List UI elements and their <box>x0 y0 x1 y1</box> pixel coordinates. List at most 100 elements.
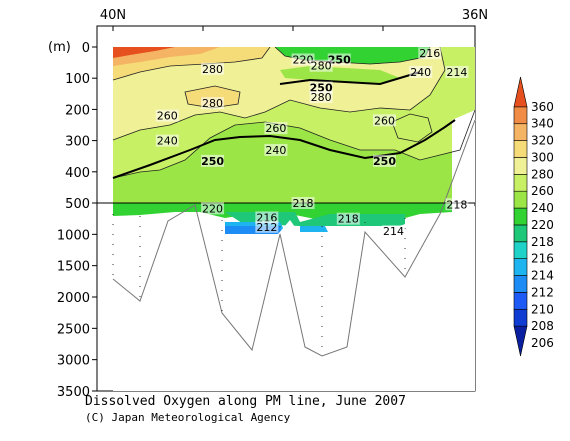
colorbar-segment <box>513 174 528 192</box>
colorbar-label: 206 <box>531 336 554 350</box>
colorbar: 206 208 210 212 214 216 218 220 240 260 280 300 320 3… <box>513 76 554 357</box>
contour-label: 218 <box>338 213 359 226</box>
y-tick-label: 1000 <box>57 228 90 243</box>
contour-label-bg <box>327 53 351 66</box>
contour-label-bg <box>445 198 469 211</box>
colorbar-label: 300 <box>531 150 554 164</box>
colorbar-label: 214 <box>531 269 554 283</box>
contour-label-bg <box>255 220 279 233</box>
colorbar-segment <box>513 275 528 293</box>
contour-label-bg <box>418 47 442 60</box>
colorbar-segment <box>513 292 528 310</box>
colorbar-segment <box>513 190 528 209</box>
colorbar-segment <box>513 308 528 327</box>
contour-label-bg <box>291 197 315 209</box>
colorbar-segment <box>513 325 528 357</box>
contour-label: 250 <box>328 53 351 66</box>
chart-title: Dissolved Oxygen along PM line, June 200… <box>85 394 406 409</box>
colorbar-label: 360 <box>531 100 554 114</box>
contour-label: 240 <box>410 66 431 79</box>
colorbar-segment <box>513 157 528 175</box>
colorbar-segment <box>513 241 528 259</box>
contour-label: 240 <box>265 144 286 157</box>
contour-label: 218 <box>293 197 314 210</box>
y-tick-label: 200 <box>65 103 90 118</box>
contour-label-bg <box>155 109 179 122</box>
lat-tick-label: 36N <box>462 8 488 23</box>
colorbar-segment <box>513 76 528 108</box>
colorbar-label: 216 <box>531 252 554 266</box>
colorbar-segment <box>513 123 528 141</box>
contour-label-bg <box>336 212 360 225</box>
contour-label-bg <box>155 134 179 147</box>
field-260-east <box>392 114 432 142</box>
contour-label-bg <box>264 122 288 135</box>
y-tick-label: 2000 <box>57 291 90 306</box>
y-axis-unit-label: (m) <box>48 40 71 55</box>
contour-label: 212 <box>256 221 277 234</box>
contour-label: 240 <box>157 135 178 148</box>
y-tick-label: 300 <box>65 135 90 150</box>
contour-label: 220 <box>202 202 223 215</box>
contour-label-bg <box>373 114 396 127</box>
contour-label-bg <box>201 97 225 110</box>
colorbar-label: 218 <box>531 235 554 249</box>
colorbar-label: 212 <box>531 285 554 299</box>
x-axis-top: 40N 36N <box>100 8 488 31</box>
contour-label: 260 <box>157 110 178 123</box>
contour-label-bg <box>409 65 433 78</box>
lat-tick-label: 40N <box>100 8 126 23</box>
contour-label: 250 <box>201 155 224 168</box>
y-axis: 0 100 200 300 400 500 1000 1500 2000 2500 3000 3500 <box>57 41 97 400</box>
colorbar-label: 210 <box>531 302 554 316</box>
contour-label: 280 <box>311 60 332 73</box>
colorbar-segment <box>513 224 528 243</box>
contour-label: 250 <box>373 155 396 168</box>
contour-label: 280 <box>311 91 332 104</box>
colorbar-label: 340 <box>531 117 554 131</box>
field-280-west <box>185 86 240 108</box>
contour-label-bg <box>264 143 288 156</box>
y-tick-label: 400 <box>65 166 90 181</box>
contour-label-bg <box>382 225 406 238</box>
y-tick-label: 1500 <box>57 260 90 275</box>
contour-label: 216 <box>419 47 440 60</box>
contour-label: 214 <box>446 66 467 79</box>
contour-label: 280 <box>202 97 223 110</box>
contour-label: 260 <box>374 114 395 127</box>
y-tick-label: 3500 <box>57 385 90 400</box>
contour-250-lines <box>112 71 456 179</box>
contour-label-bg <box>445 65 469 78</box>
contour-label-bg <box>201 202 225 215</box>
colorbar-label: 320 <box>531 134 554 148</box>
contour-label-bg <box>373 154 396 167</box>
chart-credit: (C) Japan Meteorological Agency <box>85 411 291 424</box>
station-dots <box>112 214 406 356</box>
contour-label-bg <box>309 59 333 72</box>
colorbar-label: 280 <box>531 167 554 181</box>
contour-label-bg <box>201 62 225 75</box>
colorbar-label: 260 <box>531 184 554 198</box>
contour-label: 218 <box>446 198 467 211</box>
colorbar-label: 208 <box>531 319 554 333</box>
contour-label: 260 <box>265 122 286 135</box>
contour-label: 220 <box>293 53 314 66</box>
contour-label-bg <box>291 53 315 66</box>
field-missing-east <box>452 110 475 203</box>
colorbar-segment <box>513 140 528 158</box>
colorbar-label: 240 <box>531 201 554 215</box>
colorbar-label: 220 <box>531 218 554 232</box>
y-tick-label: 500 <box>65 197 90 212</box>
contour-label-bg <box>255 211 279 224</box>
field-340 <box>113 47 175 58</box>
y-tick-label: 3000 <box>57 354 90 369</box>
y-tick-label: 2500 <box>57 322 90 337</box>
bathymetry-line <box>112 119 476 357</box>
y-tick-label: 100 <box>65 72 90 87</box>
contour-label: 280 <box>202 63 223 76</box>
colorbar-segment <box>513 258 528 276</box>
contour-label-bg <box>201 154 225 167</box>
contour-label-bg <box>309 81 333 94</box>
